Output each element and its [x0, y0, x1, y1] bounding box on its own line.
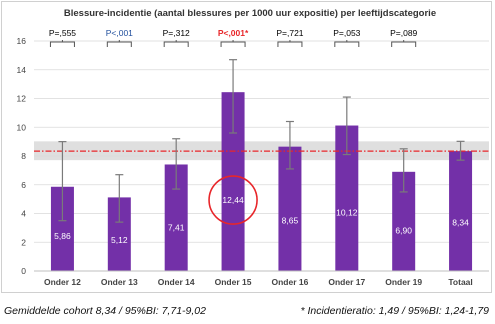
- x-tick-label: Onder 14: [158, 277, 195, 287]
- x-tick-label: Totaal: [448, 277, 472, 287]
- bar-chart: Blessure-incidentie (aantal blessures pe…: [17, 8, 489, 287]
- p-value-label: P=,089: [390, 28, 417, 38]
- footer-cohort-average: Gemiddelde cohort 8,34 / 95%BI: 7,71-9,0…: [4, 305, 206, 317]
- y-tick-label: 16: [17, 36, 27, 46]
- bar: [335, 125, 359, 272]
- p-value-label: P=,053: [333, 28, 360, 38]
- y-tick-label: 12: [17, 94, 27, 104]
- p-value-label: P=,721: [276, 28, 303, 38]
- p-value-bracket: [163, 40, 189, 47]
- bar: [107, 197, 131, 271]
- p-value-bracket: [334, 40, 360, 47]
- p-value-label: P<,001: [106, 28, 133, 38]
- p-value-bracket: [277, 40, 303, 47]
- footer-incidence-ratio: * Incidentieratio: 1,49 / 95%BI: 1,24-1,…: [300, 305, 489, 317]
- y-tick-label: 14: [17, 65, 27, 75]
- p-value-bracket: [49, 40, 75, 47]
- p-value-bracket: [220, 40, 246, 47]
- data-label: 8,34: [452, 217, 469, 227]
- bar: [278, 146, 302, 271]
- chart-container: Blessure-incidentie (aantal blessures pe…: [1, 1, 492, 293]
- x-tick-label: Onder 17: [328, 277, 365, 287]
- bar: [221, 92, 245, 271]
- x-tick-label: Onder 15: [215, 277, 252, 287]
- y-tick-label: 0: [21, 266, 26, 276]
- data-label: 7,41: [168, 223, 185, 233]
- chart-title: Blessure-incidentie (aantal blessures pe…: [64, 8, 436, 19]
- data-label: 5,86: [54, 231, 71, 241]
- p-value-label: P<,001*: [218, 28, 249, 38]
- bar: [50, 186, 74, 271]
- data-label: 10,12: [336, 208, 358, 218]
- x-tick-label: Onder 19: [385, 277, 422, 287]
- p-value-label: P=,312: [163, 28, 190, 38]
- data-label: 12,44: [222, 195, 244, 205]
- highlight-circle: [208, 175, 258, 225]
- x-tick-label: Onder 12: [44, 277, 81, 287]
- data-label: 6,90: [395, 225, 412, 235]
- bar: [164, 164, 188, 271]
- y-tick-label: 2: [21, 237, 26, 247]
- y-tick-label: 8: [21, 151, 26, 161]
- data-label: 8,65: [282, 216, 299, 226]
- p-value-bracket: [391, 40, 417, 47]
- p-value-label: P=,555: [49, 28, 76, 38]
- y-tick-label: 6: [21, 180, 26, 190]
- bar: [392, 171, 416, 271]
- data-label: 5,12: [111, 235, 128, 245]
- x-tick-label: Onder 13: [101, 277, 138, 287]
- p-value-bracket: [106, 40, 132, 47]
- x-tick-label: Onder 16: [272, 277, 309, 287]
- y-tick-label: 10: [17, 122, 27, 132]
- bar: [449, 151, 473, 271]
- y-tick-label: 4: [21, 209, 26, 219]
